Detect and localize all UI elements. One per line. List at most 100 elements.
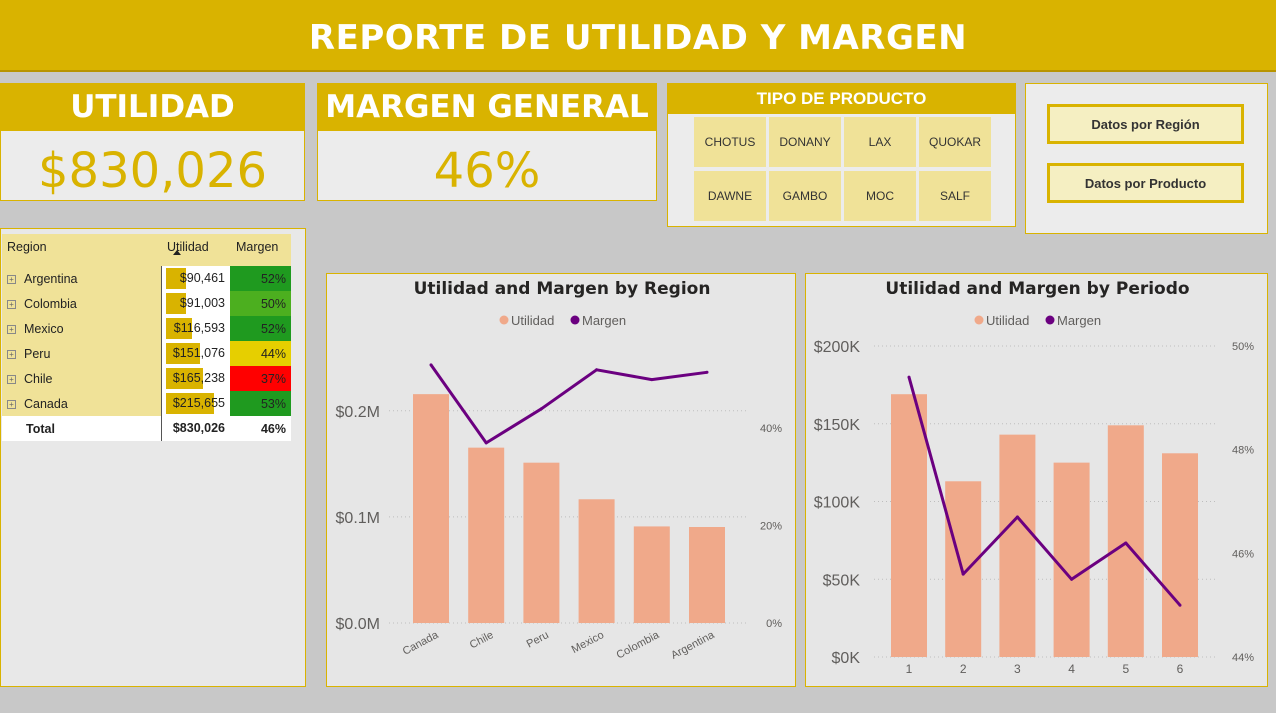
margen-card-label: MARGEN GENERAL — [318, 84, 656, 131]
y-right-tick-label: 50% — [1232, 341, 1254, 353]
utilidad-value: $90,461 — [179, 271, 225, 285]
x-tick-label: Colombia — [615, 629, 662, 662]
row-region-canada: + Canada — [2, 391, 161, 416]
datos-por-region-button[interactable]: Datos por Región — [1047, 104, 1244, 144]
column-header-region[interactable]: Region — [2, 234, 161, 266]
total-margen: 46% — [230, 416, 291, 441]
margen-card: MARGEN GENERAL 46% — [317, 83, 657, 201]
report-title: REPORTE DE UTILIDAD Y MARGEN — [308, 18, 968, 58]
expand-icon[interactable]: + — [7, 349, 16, 359]
navigation-panel: Datos por Región Datos por Producto — [1025, 83, 1268, 234]
bar-utilidad-1 — [891, 394, 927, 657]
utilidad-data-bar — [166, 343, 200, 364]
slicer-item-lax[interactable]: LAX — [844, 117, 916, 167]
region-matrix: Region Utilidad Margen + Argentina $90,461… — [2, 234, 291, 441]
legend-label-utilidad: Utilidad — [986, 313, 1029, 328]
row-margen-argentina: 52% — [230, 266, 291, 291]
margen-card-value: 46% — [433, 143, 541, 199]
slicer-grid: CHOTUS DONANY LAX QUOKAR DAWNE GAMBO MOC… — [694, 117, 991, 221]
line-margen — [907, 376, 1182, 607]
point-margen-4 — [1070, 577, 1074, 581]
region-label: Colombia — [24, 296, 77, 311]
chart-title: Utilidad and Margen by Periodo — [885, 279, 1189, 299]
total-label: Total — [2, 416, 161, 441]
legend-label-margen: Margen — [1057, 313, 1101, 328]
x-tick-label: Peru — [525, 629, 551, 651]
slicer-item-gambo[interactable]: GAMBO — [769, 171, 841, 221]
slicer-item-quokar[interactable]: QUOKAR — [919, 117, 991, 167]
utilidad-data-bar — [166, 393, 214, 414]
row-utilidad-colombia: $91,003 — [161, 291, 230, 316]
column-header-margen[interactable]: Margen — [230, 234, 291, 266]
row-utilidad-canada: $215,655 — [161, 391, 230, 416]
y-right-tick-label: 40% — [760, 423, 782, 435]
x-tick-label: 5 — [1122, 662, 1129, 676]
slicer-item-moc[interactable]: MOC — [844, 171, 916, 221]
y-right-tick-label: 20% — [760, 521, 782, 533]
table-row[interactable]: + Canada $215,655 53% — [2, 391, 291, 416]
x-tick-label: Canada — [401, 629, 441, 658]
x-tick-label: 6 — [1177, 662, 1184, 676]
bar-utilidad-chile — [468, 447, 505, 623]
expand-icon[interactable]: + — [7, 299, 16, 309]
table-row[interactable]: + Chile $165,238 37% — [2, 366, 291, 391]
region-label: Canada — [24, 396, 68, 411]
y-left-tick-label: $0K — [832, 650, 861, 667]
column-header-utilidad[interactable]: Utilidad — [161, 234, 230, 266]
bar-utilidad-3 — [999, 434, 1036, 657]
tipo-producto-slicer: TIPO DE PRODUCTO CHOTUS DONANY LAX QUOKA… — [667, 83, 1016, 227]
point-margen-3 — [1015, 515, 1019, 519]
expand-icon[interactable]: + — [7, 324, 16, 334]
row-utilidad-mexico: $116,593 — [161, 316, 230, 341]
y-right-tick-label: 44% — [1232, 652, 1254, 664]
bar-utilidad-4 — [1053, 462, 1090, 657]
expand-icon[interactable]: + — [7, 399, 16, 409]
total-row: Total $830,026 46% — [2, 416, 291, 441]
legend-label-utilidad: Utilidad — [511, 313, 554, 328]
row-region-chile: + Chile — [2, 366, 161, 391]
table-row[interactable]: + Colombia $91,003 50% — [2, 291, 291, 316]
bar-utilidad-colombia — [633, 526, 670, 623]
chart-by-periodo: Utilidad and Margen by Periodo Utilidad Ma… — [805, 273, 1268, 687]
table-row[interactable]: + Mexico $116,593 52% — [2, 316, 291, 341]
point-margen-argentina — [705, 370, 709, 374]
point-margen-6 — [1178, 603, 1182, 607]
row-utilidad-peru: $151,076 — [161, 341, 230, 366]
x-tick-label: Mexico — [570, 629, 606, 656]
utilidad-card: UTILIDAD $830,026 — [0, 83, 305, 201]
line-margen — [429, 364, 708, 445]
slicer-item-dawne[interactable]: DAWNE — [694, 171, 766, 221]
slicer-item-donany[interactable]: DONANY — [769, 117, 841, 167]
row-region-argentina: + Argentina — [2, 266, 161, 291]
expand-icon[interactable]: + — [7, 274, 16, 284]
x-tick-label: Chile — [468, 629, 496, 651]
y-right-tick-label: 48% — [1232, 445, 1254, 457]
row-region-mexico: + Mexico — [2, 316, 161, 341]
y-left-tick-label: $100K — [814, 495, 861, 512]
slicer-item-chotus[interactable]: CHOTUS — [694, 117, 766, 167]
utilidad-data-bar — [166, 318, 192, 339]
bar-utilidad-6 — [1162, 453, 1198, 657]
y-left-tick-label: $50K — [823, 572, 861, 589]
y-left-tick-label: $0.0M — [336, 616, 380, 633]
legend-marker-margen — [570, 315, 580, 325]
x-tick-label: Argentina — [669, 629, 717, 662]
utilidad-card-value: $830,026 — [37, 143, 268, 199]
table-row[interactable]: + Argentina $90,461 52% — [2, 266, 291, 291]
region-label: Mexico — [24, 321, 64, 336]
chart-periodo-svg: Utilidad and Margen by Periodo Utilidad Ma… — [814, 279, 1254, 676]
datos-por-producto-button[interactable]: Datos por Producto — [1047, 163, 1244, 203]
row-region-colombia: + Colombia — [2, 291, 161, 316]
x-tick-label: 2 — [960, 662, 967, 676]
sort-descending-icon[interactable] — [173, 250, 181, 255]
table-row[interactable]: + Peru $151,076 44% — [2, 341, 291, 366]
row-margen-peru: 44% — [230, 341, 291, 366]
region-label: Peru — [24, 346, 51, 361]
total-utilidad: $830,026 — [161, 416, 230, 441]
expand-icon[interactable]: + — [7, 374, 16, 384]
report-header: REPORTE DE UTILIDAD Y MARGEN — [0, 0, 1276, 72]
utilidad-value: $116,593 — [173, 321, 225, 335]
slicer-item-salf[interactable]: SALF — [919, 171, 991, 221]
bar-utilidad-canada — [413, 394, 449, 623]
chart-region-svg: Utilidad and Margen by Region Utilidad Mar… — [336, 279, 783, 662]
